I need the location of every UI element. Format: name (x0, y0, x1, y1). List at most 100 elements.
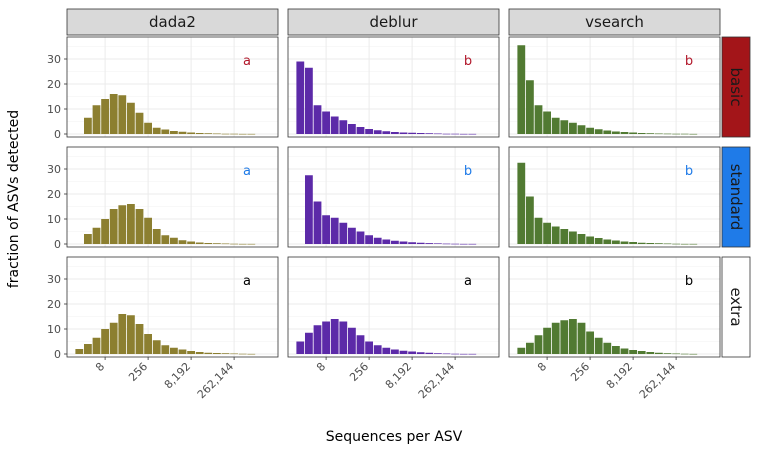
histogram-bar (620, 132, 629, 134)
histogram-bar (187, 241, 195, 244)
histogram-bar (127, 102, 135, 134)
histogram-bar (543, 222, 551, 244)
histogram-bar (526, 342, 534, 354)
histogram-bar (603, 130, 612, 134)
histogram-bar (127, 315, 135, 354)
histogram-bar (373, 130, 382, 134)
histogram-bar (144, 122, 152, 134)
significance-letter: a (464, 274, 472, 289)
histogram-bar (152, 340, 161, 354)
histogram-bar (637, 242, 646, 244)
histogram-bar (534, 105, 543, 134)
histogram-bar (348, 124, 356, 134)
x-tick-label: 262,144 (195, 360, 236, 401)
histogram-bar (221, 353, 230, 354)
histogram-bar (629, 132, 637, 134)
histogram-bar (543, 111, 551, 134)
column-strip-vsearch (508, 8, 721, 36)
histogram-bar (646, 243, 655, 244)
significance-letter: b (464, 164, 472, 179)
histogram-bar (416, 133, 425, 134)
histogram-bar (382, 239, 391, 244)
histogram-bar (416, 242, 425, 244)
y-tick-label: 20 (47, 298, 61, 311)
histogram-bar (305, 332, 313, 354)
histogram-bar (230, 353, 238, 355)
histogram-bar (629, 350, 637, 354)
histogram-bar (247, 243, 256, 245)
histogram-bar (135, 112, 144, 134)
histogram-bar (612, 240, 620, 244)
histogram-bar (560, 320, 569, 354)
histogram-bar (305, 175, 313, 244)
histogram-bar (92, 337, 101, 354)
panel-standard-deblur: b (287, 146, 500, 248)
panel-basic-dada2: a (66, 36, 279, 138)
panel-basic-deblur: b (287, 36, 500, 138)
panel-extra-dada2: a (66, 256, 279, 358)
histogram-bar (187, 351, 195, 354)
histogram-bar (408, 351, 416, 354)
histogram-bar (526, 196, 534, 244)
histogram-bar (356, 335, 365, 354)
histogram-bar (373, 345, 382, 354)
histogram-bar (170, 131, 178, 134)
histogram-bar (195, 242, 204, 244)
y-axis-title: fraction of ASVs detected (6, 110, 22, 288)
histogram-bar (101, 219, 109, 244)
row-strip-label: standard (727, 164, 745, 231)
x-tick-label: 8,192 (604, 360, 635, 391)
histogram-bar (213, 133, 221, 135)
histogram-bar (296, 61, 305, 134)
histogram-bar (594, 129, 603, 134)
x-axis-title: Sequences per ASV (326, 429, 463, 445)
histogram-bar (178, 349, 187, 354)
histogram-bar (689, 243, 698, 245)
panel-standard-vsearch: b (508, 146, 721, 248)
y-tick-label: 10 (47, 323, 61, 336)
histogram-bar (213, 353, 221, 354)
histogram-bar (247, 133, 256, 135)
panel-standard-dada2: a (66, 146, 279, 248)
x-tick-label: 8,192 (162, 360, 193, 391)
y-tick-label: 20 (47, 78, 61, 91)
significance-letter: a (243, 164, 251, 179)
column-strip-label: dada2 (149, 13, 196, 31)
y-tick-label: 0 (54, 348, 61, 361)
histogram-bar (101, 99, 109, 134)
histogram-bar (603, 239, 612, 244)
histogram-bar (305, 67, 313, 134)
histogram-bar (161, 345, 170, 354)
histogram-bar (594, 337, 603, 354)
y-tick-label: 30 (47, 53, 61, 66)
significance-letter: b (685, 54, 693, 69)
histogram-bar (118, 95, 127, 134)
histogram-bar (170, 237, 178, 244)
histogram-bar (569, 122, 577, 134)
x-tick-label: 8,192 (383, 360, 414, 391)
y-tick-label: 30 (47, 273, 61, 286)
histogram-bar (612, 131, 620, 134)
histogram-bar (434, 243, 442, 244)
histogram-bar (637, 133, 646, 134)
histogram-bar (655, 352, 663, 354)
x-tick-label: 256 (347, 360, 371, 384)
histogram-bar (620, 241, 629, 244)
histogram-bar (382, 347, 391, 354)
histogram-bar (569, 231, 577, 244)
y-tick-label: 10 (47, 213, 61, 226)
histogram-bar (213, 243, 221, 244)
histogram-bar (84, 117, 92, 134)
row-strip-extra (721, 256, 751, 358)
histogram-bar (655, 243, 663, 244)
histogram-bar (75, 349, 84, 354)
histogram-bar (408, 242, 416, 244)
panel-border (66, 36, 279, 138)
panel-border (508, 146, 721, 248)
histogram-bar (238, 353, 247, 355)
histogram-bar (230, 243, 238, 245)
histogram-bar (178, 240, 187, 244)
histogram-bar (551, 226, 560, 244)
histogram-bar (92, 227, 101, 244)
histogram-bar (204, 133, 213, 134)
